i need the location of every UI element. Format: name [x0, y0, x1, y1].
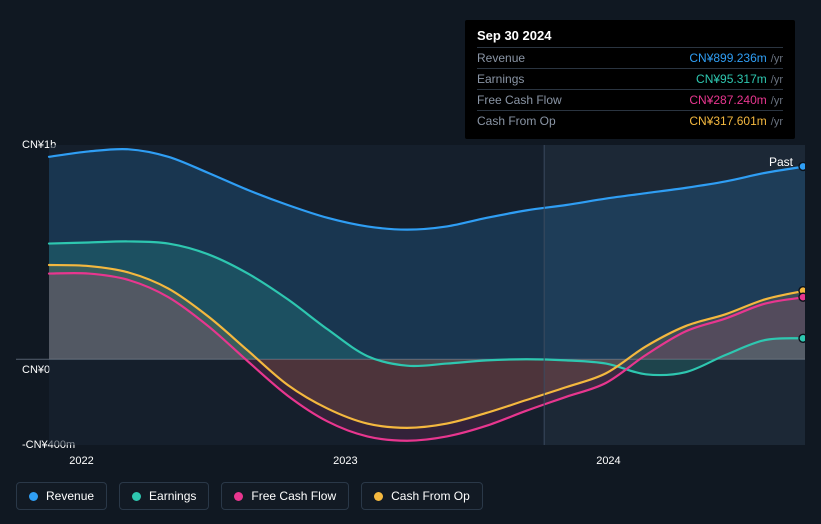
tooltip-rows: Revenue CN¥899.236m/yr Earnings CN¥95.317m /…	[477, 47, 783, 131]
past-label: Past	[769, 155, 793, 169]
tooltip-date: Sep 30 2024	[477, 28, 783, 47]
legend-item-revenue[interactable]: Revenue	[16, 482, 107, 510]
tooltip-row-value: CN¥287.240m	[689, 93, 766, 107]
tooltip-row-value: CN¥317.601m	[689, 114, 766, 128]
tooltip-row-unit: /yr	[771, 95, 783, 107]
legend-item-earnings[interactable]: Earnings	[119, 482, 209, 510]
legend-dot-icon	[374, 492, 383, 501]
tooltip-row-label: Revenue	[477, 51, 525, 65]
tooltip-row-label: Cash From Op	[477, 114, 556, 128]
tooltip-row: Revenue CN¥899.236m/yr	[477, 47, 783, 68]
legend-label: Revenue	[46, 489, 94, 503]
tooltip-row-unit: /yr	[771, 116, 783, 128]
x-axis-label: 2022	[69, 455, 93, 467]
chart-legend: Revenue Earnings Free Cash Flow Cash From O…	[16, 482, 483, 510]
tooltip-row-unit: /yr	[771, 74, 783, 86]
chart-tooltip: Sep 30 2024 RevenueCN¥899.236m/yrEarning…	[465, 20, 795, 139]
x-axis-label: 2023	[333, 455, 357, 467]
legend-label: Free Cash Flow	[251, 489, 336, 503]
tooltip-row: Cash From Op CN¥317.601m/yr	[477, 110, 783, 131]
tooltip-row-label: Earnings	[477, 72, 524, 86]
tooltip-row-value: CN¥899.236m	[689, 51, 766, 65]
legend-item-cash-from-op[interactable]: Cash From Op	[361, 482, 483, 510]
x-axis-label: 2024	[596, 455, 620, 467]
legend-item-free-cash-flow[interactable]: Free Cash Flow	[221, 482, 349, 510]
legend-label: Earnings	[149, 489, 196, 503]
legend-label: Cash From Op	[391, 489, 470, 503]
tooltip-row-value: CN¥95.317m	[696, 72, 767, 86]
legend-dot-icon	[132, 492, 141, 501]
tooltip-row-unit: /yr	[771, 53, 783, 65]
tooltip-row-label: Free Cash Flow	[477, 93, 562, 107]
tooltip-row: Free Cash Flow CN¥287.240m/yr	[477, 89, 783, 110]
legend-dot-icon	[234, 492, 243, 501]
chart-area: CN¥1bCN¥0-CN¥400m Past 202220232024	[16, 125, 805, 465]
tooltip-row: Earnings CN¥95.317m/yr	[477, 68, 783, 89]
chart-svg[interactable]	[16, 145, 805, 445]
legend-dot-icon	[29, 492, 38, 501]
